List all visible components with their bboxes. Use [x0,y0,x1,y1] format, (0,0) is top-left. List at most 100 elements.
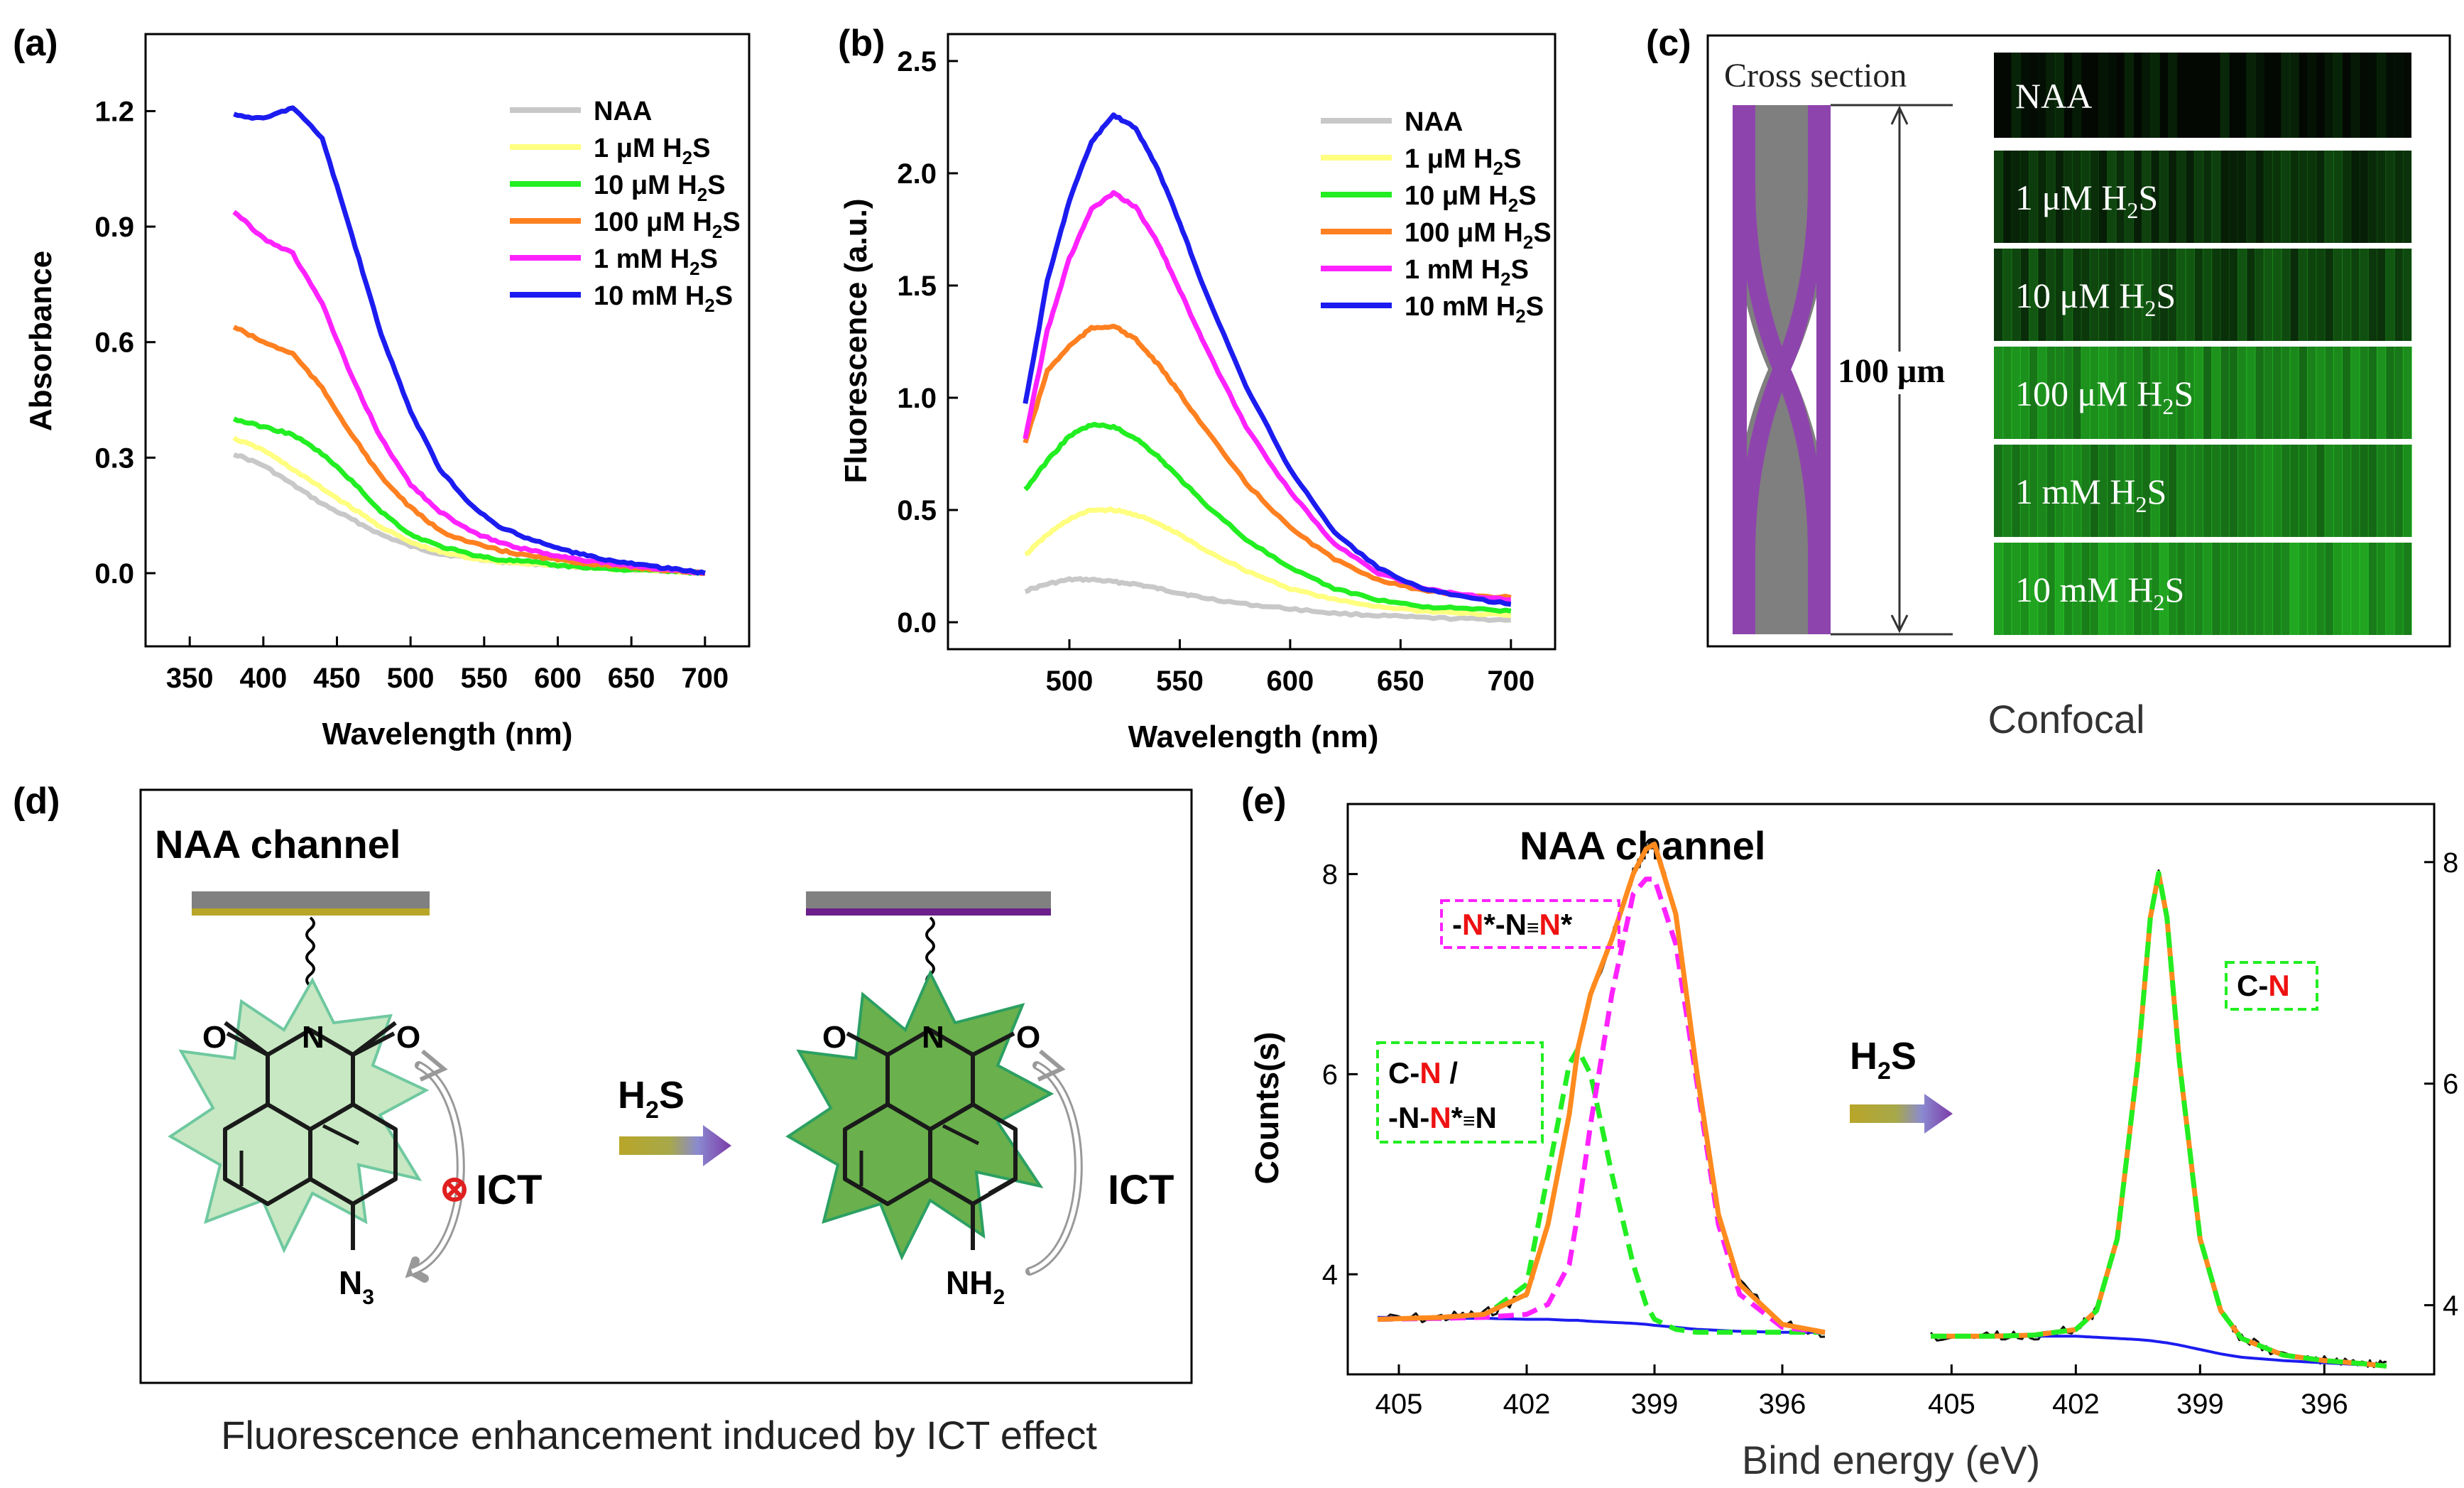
confocal-label-tail: S [2164,570,2184,609]
ann-r-p1: C- [2237,969,2268,1002]
confocal-streak [2350,53,2360,138]
x-tick-label-left: 402 [1503,1389,1551,1420]
confocal-streak [2402,347,2412,439]
confocal-label-sub: 2 [2127,197,2138,223]
confocal-streak [2029,151,2039,243]
confocal-image-bg [1994,249,2411,341]
confocal-streak [2281,347,2291,439]
confocal-streak [2342,347,2352,439]
confocal-streak [2307,53,2317,138]
confocal-streak [2237,543,2247,635]
confocal-streak [2089,151,2099,243]
confocal-image-bg [1994,53,2411,138]
confocal-streak [2342,151,2352,243]
confocal-streak [2246,249,2256,341]
confocal-streak [2150,151,2160,243]
confocal-streak [2281,543,2291,635]
confocal-streak [2342,543,2352,635]
legend-entry-tail: S [1526,292,1544,322]
x-axis-label-a: Wavelength (nm) [322,717,573,751]
confocal-streak [2385,445,2395,537]
confocal-streak [2064,151,2073,243]
confocal-streak [2359,151,2369,243]
legend-entry-sub: 2 [1493,158,1503,179]
confocal-streak [2272,249,2282,341]
confocal-streak [2281,445,2291,537]
y-tick-label-left: 4 [1322,1259,1338,1291]
confocal-streak [2168,445,2178,537]
confocal-streak [2333,543,2343,635]
confocal-streak [2159,53,2169,138]
legend-entry-base: 1 μM H [594,134,682,163]
confocal-row-label: 1 mM H2S [2015,472,2166,517]
confocal-streak [2255,53,2264,138]
confocal-streak [2316,53,2325,138]
confocal-streak [2255,347,2264,439]
confocal-streak [2289,445,2299,537]
confocal-streak [2203,249,2213,341]
legend-entry-base: 10 μM H [1405,181,1508,211]
legend-entry-tail: S [722,207,740,237]
confocal-streak [2263,347,2273,439]
atom-o-right-2: O [1016,1020,1040,1055]
confocal-streak [2211,347,2221,439]
confocal-streak [2350,347,2360,439]
confocal-streak [2054,249,2064,341]
confocal-streak [2107,347,2117,439]
y-axis-label-b: Fluorescence (a.u.) [839,198,873,483]
confocal-streak [2072,347,2082,439]
legend-entry: 1 μM H2S [594,134,710,168]
confocal-streak [1994,543,2004,635]
confocal-streak [2150,347,2160,439]
confocal-streak [2159,543,2169,635]
x-tick-label: 600 [1267,666,1314,697]
confocal-streak [2377,347,2387,439]
confocal-streak [2246,543,2256,635]
arrow-e-base: H [1850,1035,1877,1077]
x-tick-label-right: 402 [2052,1389,2100,1420]
confocal-streak [2263,249,2273,341]
confocal-streak [2324,151,2334,243]
cross-section-label: Cross section [1724,57,1907,94]
confocal-streak [2228,543,2238,635]
y-tick-label-right: 4 [2443,1291,2458,1322]
confocal-streak [2124,249,2134,341]
raw-data-right [1930,869,2387,1369]
confocal-streak [2186,53,2195,138]
atom-o-right-1: O [822,1020,846,1055]
annotation-box-right [2225,961,2318,1011]
series-line [1023,421,1512,614]
confocal-streak [2333,445,2343,537]
confocal-streak [2367,445,2377,537]
atom-n-left: N [302,1020,325,1055]
confocal-streak [2350,249,2360,341]
legend-entry: 10 mM H2S [594,281,733,316]
confocal-streak [2054,445,2064,537]
azide-sub: 3 [362,1286,374,1309]
confocal-streak [2011,347,2021,439]
confocal-streak [2193,151,2203,243]
y-tick-label: 1.5 [897,271,937,302]
confocal-streak [2342,249,2352,341]
confocal-streak [2403,53,2412,138]
confocal-label-sub: 2 [2153,590,2164,615]
confocal-streak [2054,347,2064,439]
scale-label-bg [1833,352,1947,394]
confocal-streak [2281,151,2291,243]
confocal-streak [2394,445,2404,537]
confocal-streak [2185,543,2195,635]
panel-label-a: (a) [13,23,58,64]
confocal-streak [2193,445,2203,537]
confocal-streak [2037,543,2047,635]
confocal-label-base: 1 μM H [2015,178,2127,217]
confocal-streak [2281,53,2291,138]
confocal-streak [2133,543,2143,635]
legend-entry-base: 10 mM H [594,281,704,311]
confocal-streak [2394,151,2404,243]
confocal-streak [2176,347,2186,439]
confocal-streak [2115,249,2125,341]
confocal-streak [2220,347,2230,439]
fit-envelope-left [1377,841,1826,1335]
confocal-streak [2037,249,2047,341]
ann-m-p6: * [1561,908,1573,941]
